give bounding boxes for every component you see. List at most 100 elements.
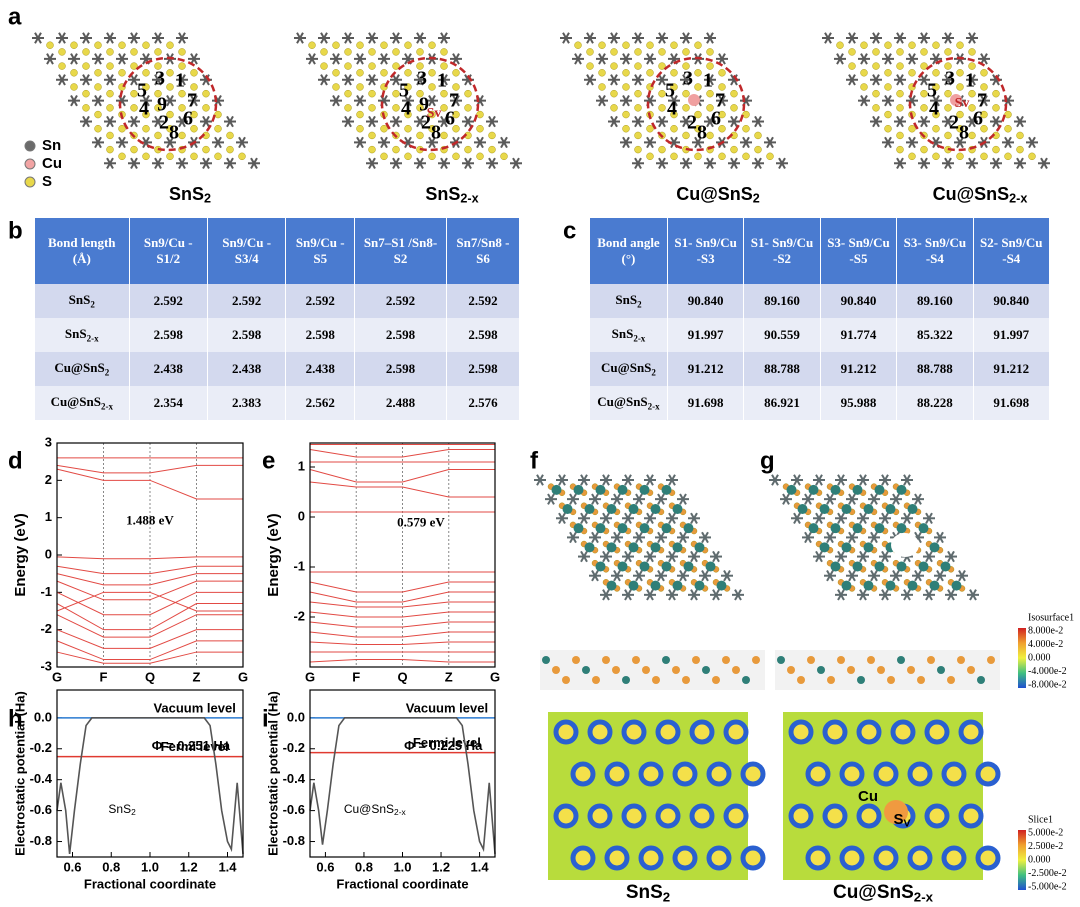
table-cell: 91.212 [973, 352, 1051, 386]
atom-s [452, 125, 460, 133]
atom-sn [887, 53, 892, 60]
series-line [309, 449, 495, 458]
atom-s [932, 110, 940, 119]
atom-s [634, 131, 642, 140]
atom-sn [109, 157, 114, 164]
y-tick-label: -0.4 [30, 771, 53, 786]
atom-sn [935, 94, 940, 102]
side-atom [752, 656, 760, 664]
colorbar-label: 8.000e-2 [1028, 625, 1063, 636]
atom-s [332, 41, 340, 49]
y-tick-label: 0 [298, 508, 305, 523]
atom-s [730, 89, 738, 98]
atom-s [682, 48, 690, 56]
atom-sn [649, 94, 654, 102]
side-atom [542, 656, 550, 664]
side-atom [672, 666, 680, 674]
atom-s [178, 89, 186, 98]
atom-sn [419, 115, 424, 123]
atom-s [622, 83, 630, 91]
bond-angle-table: Bond angle (°) S1- Sn9/Cu -S3 S1- Sn9/Cu -… [590, 218, 1051, 420]
atom-s [356, 110, 364, 119]
atom-sn [1019, 115, 1024, 123]
slice-ring [689, 719, 715, 745]
atom-s [718, 69, 726, 77]
atom-s [968, 104, 976, 112]
side-atom [552, 666, 560, 674]
atom-number: 1 [437, 70, 447, 92]
header-cell: Bond angle (°) [590, 218, 668, 284]
table-cell: 2.598 [446, 352, 521, 386]
side-atom [682, 676, 690, 684]
atom-s [932, 41, 940, 49]
atom-s [610, 48, 618, 56]
atom-number: 8 [431, 122, 441, 144]
atom-s [944, 48, 952, 56]
atom-s [428, 125, 436, 133]
slice-ring [672, 761, 698, 787]
atom-sn [565, 32, 570, 39]
atom-s [190, 69, 198, 77]
atom-sn [625, 136, 630, 143]
atom-sn [862, 512, 867, 519]
series-line [309, 601, 495, 608]
atom-sn [467, 157, 472, 164]
atom-sn [638, 570, 643, 577]
y-tick-label: -2 [40, 621, 52, 636]
x-tick-label: 1.4 [471, 859, 490, 874]
atom-sn [887, 136, 892, 143]
atom-sn [661, 74, 666, 81]
atom-s [956, 83, 964, 91]
atom-s [1016, 131, 1024, 140]
atom-sn [311, 53, 316, 60]
atom-sn [133, 32, 138, 39]
header-cell: S3- Sn9/Cu -S5 [820, 218, 898, 284]
atom-sn [638, 531, 643, 538]
atom-sn [181, 32, 186, 39]
density-blob [628, 580, 639, 591]
atom-sn [419, 32, 424, 39]
atom-sn [594, 493, 599, 500]
atom-s [670, 83, 678, 91]
density-blob [852, 523, 863, 534]
atom-s [646, 152, 654, 161]
atom-sn [491, 157, 496, 164]
slice-ring [706, 761, 732, 787]
atom-s [404, 125, 412, 133]
side-atom [947, 676, 955, 684]
atom-sn [923, 32, 928, 39]
slice-ring [856, 719, 882, 745]
atom-sn [649, 550, 654, 558]
atom-s [586, 48, 594, 56]
atom-sn [704, 570, 709, 577]
text-sub: 2-x [647, 401, 660, 412]
atom-sn [917, 570, 922, 577]
atom-s [320, 62, 328, 70]
atom-s [920, 89, 928, 98]
atom-sn [443, 115, 448, 123]
atom-s [754, 131, 762, 140]
atom-s [464, 104, 472, 112]
atom-sn [443, 157, 448, 164]
atom-s [932, 69, 940, 77]
atom-number: 3 [155, 68, 165, 90]
density-blob [863, 504, 874, 515]
density-blob [606, 580, 617, 591]
atom-s [682, 104, 690, 112]
atom-sn [589, 74, 594, 81]
table-cell: 88.228 [896, 386, 974, 420]
x-tick-label: 0.8 [102, 859, 120, 874]
density-blob [896, 561, 907, 572]
colorbar-title: Slice1 [1028, 814, 1053, 825]
atom-s [682, 89, 690, 98]
atom-sn [673, 136, 678, 143]
table-cell: 2.562 [285, 386, 356, 420]
atom-sn [1019, 157, 1024, 164]
colorbar [1018, 628, 1026, 688]
atom-sn [613, 115, 618, 123]
slice-ring [587, 719, 613, 745]
atom-number: 7 [715, 90, 725, 112]
x-tick-label: F [352, 669, 360, 684]
atom-s [622, 110, 630, 119]
